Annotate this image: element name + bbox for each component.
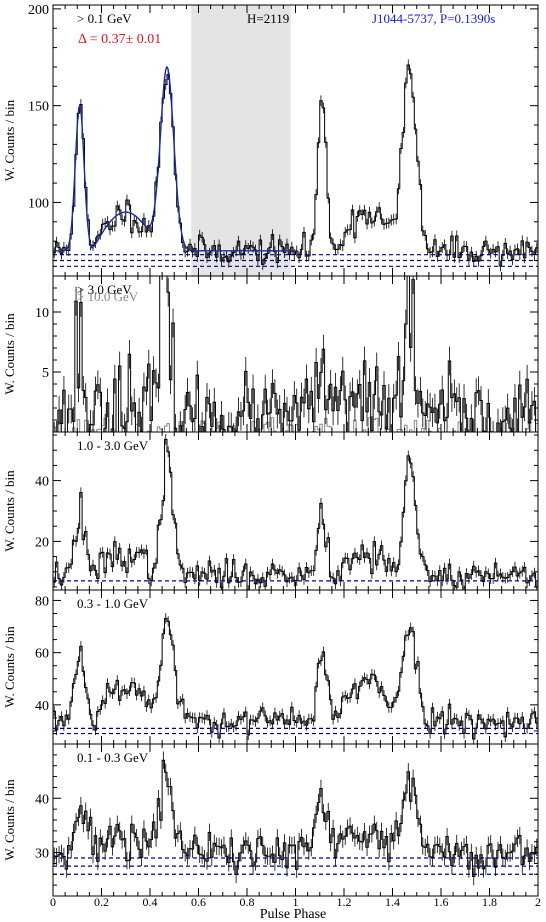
y-tick-label: 30 bbox=[35, 847, 49, 862]
energy-band-label: 1.0 - 3.0 GeV bbox=[77, 438, 149, 453]
panel-1: 100 150 200 W. Counts / bin > 0.1 GeV Δ = 0.3… bbox=[2, 3, 539, 277]
h-test-label: H=2119 bbox=[247, 11, 289, 26]
x-tick-label: 0.2 bbox=[94, 895, 109, 909]
x-tick-label: 2 bbox=[535, 895, 541, 909]
count-histogram bbox=[53, 64, 538, 267]
panel-frame bbox=[52, 743, 539, 897]
y-tick-label: 80 bbox=[35, 594, 49, 609]
x-tick-label: 0.8 bbox=[240, 895, 255, 909]
panel-3: 20 40 W. Counts / bin 1.0 - 3.0 GeV bbox=[2, 431, 539, 591]
y-tick-label: 200 bbox=[28, 3, 49, 18]
energy-band-label: 0.1 - 0.3 GeV bbox=[77, 750, 149, 765]
offpulse-region bbox=[191, 5, 291, 276]
x-tick-label: 0.4 bbox=[143, 895, 158, 909]
panel-5: 30 40 W. Counts / bin 0.1 - 0.3 GeV bbox=[2, 743, 539, 897]
energy-band-label: 0.3 - 1.0 GeV bbox=[77, 596, 149, 611]
error-bars bbox=[53, 434, 538, 590]
y-tick-label: 40 bbox=[35, 699, 49, 714]
y-tick-label: 40 bbox=[35, 475, 49, 490]
x-axis: 0 0.2 0.4 0.6 0.8 1 1.2 1.4 1.6 1.8 2 bbox=[50, 895, 541, 909]
energy-band-label: > 0.1 GeV bbox=[77, 11, 132, 26]
y-axis-label: W. Counts / bin bbox=[2, 99, 17, 181]
count-histogram bbox=[53, 759, 538, 877]
energy-band-label-secondary: > 10.0 GeV bbox=[77, 289, 139, 304]
y-tick-label: 10 bbox=[35, 306, 49, 321]
panels-group: 100 150 200 W. Counts / bin > 0.1 GeV Δ = 0.3… bbox=[2, 3, 539, 897]
y-axis-label: W. Counts / bin bbox=[2, 626, 17, 708]
y-tick-label: 60 bbox=[35, 647, 49, 662]
y-tick-label: 100 bbox=[28, 196, 49, 211]
y-tick-label: 150 bbox=[28, 100, 49, 115]
x-tick-label: 1.4 bbox=[385, 895, 400, 909]
y-tick-label: 40 bbox=[35, 792, 49, 807]
pulsar-name-label: J1044-5737, P=0.1390s bbox=[372, 11, 495, 26]
y-tick-label: 20 bbox=[35, 535, 49, 550]
y-axis-label: W. Counts / bin bbox=[2, 470, 17, 552]
error-bars bbox=[53, 613, 538, 744]
y-axis-label: W. Counts / bin bbox=[2, 313, 17, 395]
count-histogram bbox=[53, 438, 538, 590]
x-tick-label: 1.6 bbox=[434, 895, 449, 909]
x-tick-label: 1.2 bbox=[337, 895, 352, 909]
x-tick-label: 1.8 bbox=[482, 895, 497, 909]
y-axis-label: W. Counts / bin bbox=[2, 779, 17, 861]
model-curve bbox=[53, 65, 296, 252]
count-histogram bbox=[53, 617, 538, 740]
x-tick-label: 0.6 bbox=[191, 895, 206, 909]
offset-delta-label: Δ = 0.37± 0.01 bbox=[78, 32, 161, 47]
energy-band-label: > 3.0 GeV bbox=[77, 282, 132, 297]
panel-4: 40 60 80 W. Counts / bin 0.3 - 1.0 GeV bbox=[2, 589, 539, 745]
x-axis-label: Pulse Phase bbox=[260, 907, 327, 922]
x-tick-label: 0 bbox=[50, 895, 56, 909]
error-bars bbox=[53, 59, 538, 272]
count-histogram bbox=[57, 276, 537, 432]
panel-2: 5 10 W. Counts / bin > 3.0 GeV> 10.0 GeV bbox=[2, 275, 539, 433]
y-tick-label: 5 bbox=[42, 366, 49, 381]
x-tick-label: 1 bbox=[293, 895, 299, 909]
